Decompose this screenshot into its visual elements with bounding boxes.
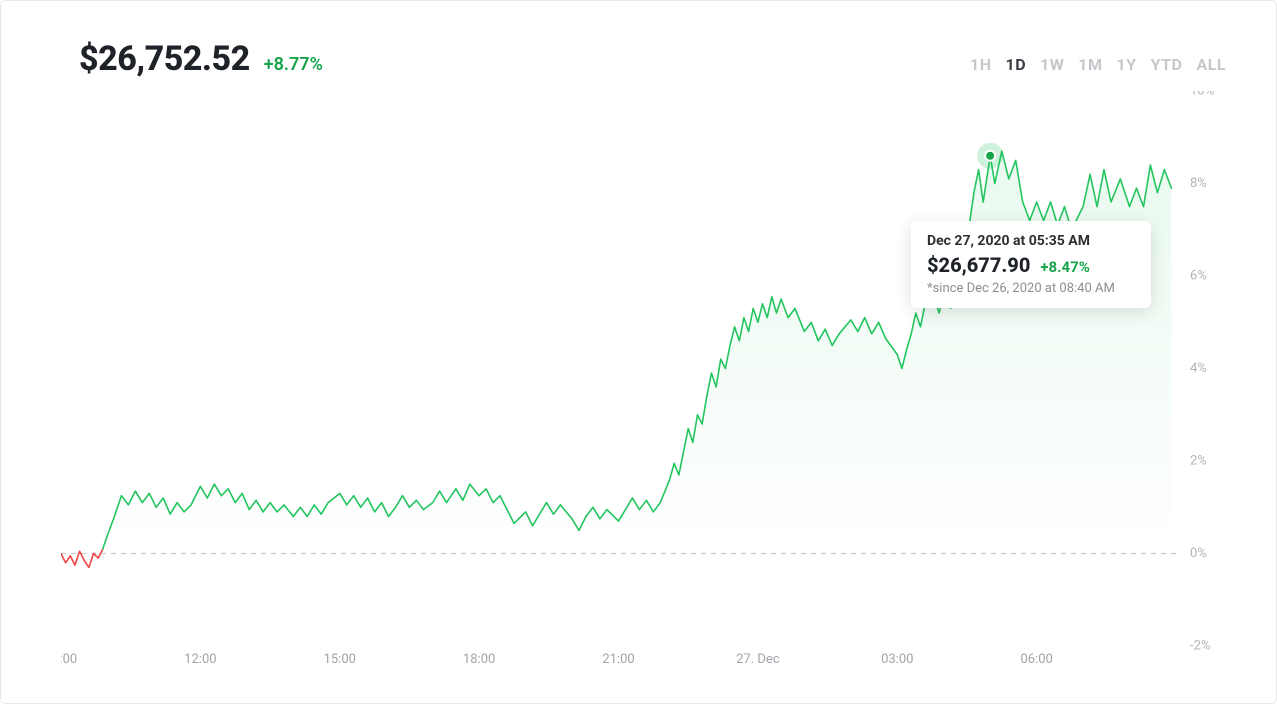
range-tab-ytd[interactable]: YTD: [1151, 55, 1183, 74]
svg-text:0%: 0%: [1190, 546, 1207, 561]
svg-text:8%: 8%: [1190, 176, 1207, 191]
line-chart-svg: 10% 8% 6% 4% 2% 0% -2% 09:00 12:00 15:00 18:00 21:0…: [61, 91, 1236, 676]
svg-text:21:00: 21:00: [602, 652, 634, 667]
price-change: +8.77%: [264, 54, 323, 75]
svg-text:18:00: 18:00: [463, 652, 495, 667]
svg-text:-2%: -2%: [1190, 638, 1210, 653]
svg-text:10%: 10%: [1190, 91, 1214, 98]
tooltip-price: $26,677.90: [927, 253, 1030, 277]
range-tab-1d[interactable]: 1D: [1006, 55, 1027, 74]
svg-text:27. Dec: 27. Dec: [736, 652, 780, 667]
tooltip-change: +8.47%: [1040, 258, 1089, 276]
svg-text:06:00: 06:00: [1020, 652, 1052, 667]
svg-text:4%: 4%: [1190, 361, 1207, 376]
svg-text:2%: 2%: [1190, 453, 1207, 468]
svg-text:09:00: 09:00: [61, 652, 77, 667]
price-chart-card: $26,752.52 +8.77% 1H 1D 1W 1M 1Y YTD ALL 10% 8%…: [0, 0, 1277, 704]
chart-area[interactable]: 10% 8% 6% 4% 2% 0% -2% 09:00 12:00 15:00 18:00 21:0…: [61, 91, 1236, 676]
range-tab-1w[interactable]: 1W: [1040, 55, 1064, 74]
tooltip-date: Dec 27, 2020 at 05:35 AM: [927, 233, 1135, 249]
range-tab-1h[interactable]: 1H: [970, 55, 991, 74]
svg-text:12:00: 12:00: [184, 652, 216, 667]
chart-header: $26,752.52 +8.77% 1H 1D 1W 1M 1Y YTD ALL: [79, 39, 1226, 79]
svg-text:03:00: 03:00: [881, 652, 913, 667]
range-tab-1m[interactable]: 1M: [1078, 55, 1102, 74]
time-range-tabs: 1H 1D 1W 1M 1Y YTD ALL: [970, 55, 1226, 74]
tooltip-since: *since Dec 26, 2020 at 08:40 AM: [927, 281, 1135, 296]
svg-text:6%: 6%: [1190, 268, 1207, 283]
price-value: $26,752.52: [79, 39, 250, 79]
price-tooltip: Dec 27, 2020 at 05:35 AM $26,677.90 +8.4…: [911, 221, 1151, 308]
range-tab-1y[interactable]: 1Y: [1116, 55, 1136, 74]
svg-text:15:00: 15:00: [324, 652, 356, 667]
price-block: $26,752.52 +8.77%: [79, 39, 323, 79]
range-tab-all[interactable]: ALL: [1196, 55, 1226, 74]
